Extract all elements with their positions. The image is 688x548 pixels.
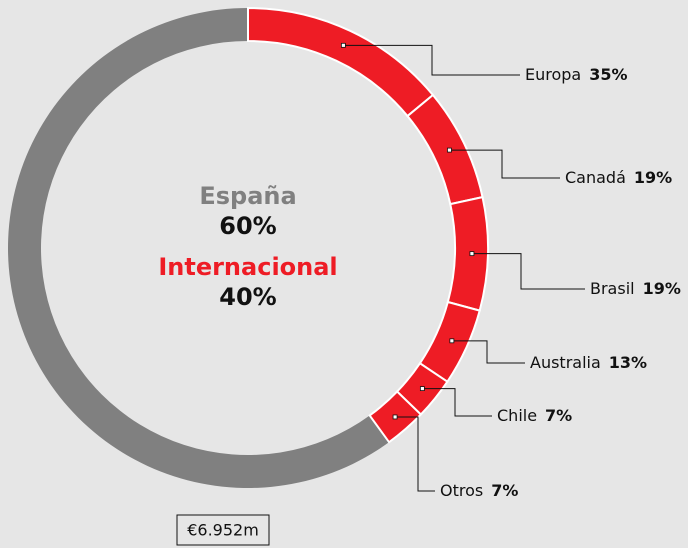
- leader-line: [449, 149, 560, 179]
- leaders: Europa 35% Canadá 19% Brasil 19% Australia 13% C…: [340, 42, 681, 500]
- category-name: Europa: [525, 65, 581, 84]
- espana-arc: [8, 8, 390, 488]
- value-label: 19%: [643, 279, 681, 298]
- category-name: Chile: [497, 406, 537, 425]
- leader-line: [395, 416, 435, 492]
- segment-label: Canadá 19%: [565, 168, 672, 187]
- category-name: Brasil: [590, 279, 635, 298]
- category-name: Canadá: [565, 168, 626, 187]
- leader-dot: [449, 338, 455, 344]
- leader-dot: [469, 251, 475, 257]
- espana-label: España: [199, 182, 296, 210]
- segment-label: Otros 7%: [440, 481, 518, 500]
- category-name: Otros: [440, 481, 483, 500]
- segment-label: Australia 13%: [530, 353, 647, 372]
- value-label: 35%: [589, 65, 627, 84]
- internacional-label: Internacional: [158, 253, 337, 281]
- segment-label: Brasil 19%: [590, 279, 681, 298]
- leader-line: [343, 44, 520, 76]
- leader-dot: [419, 386, 425, 392]
- value-label: 7%: [545, 406, 572, 425]
- segment-label: Europa 35%: [525, 65, 628, 84]
- category-name: Australia: [530, 353, 601, 372]
- leader-line: [451, 340, 525, 364]
- total-box: [176, 514, 270, 546]
- leader-dot: [340, 42, 346, 48]
- leader-dot: [392, 414, 398, 420]
- segment-label: Chile 7%: [497, 406, 572, 425]
- total-label: €6.952m: [187, 521, 259, 540]
- leader-line: [471, 253, 585, 290]
- internacional-value: 40%: [219, 283, 276, 311]
- value-label: 19%: [634, 168, 672, 187]
- value-label: 7%: [491, 481, 518, 500]
- leader-line: [422, 388, 492, 417]
- leader-dot: [447, 147, 452, 153]
- espana-value: 60%: [219, 212, 276, 240]
- value-label: 13%: [609, 353, 647, 372]
